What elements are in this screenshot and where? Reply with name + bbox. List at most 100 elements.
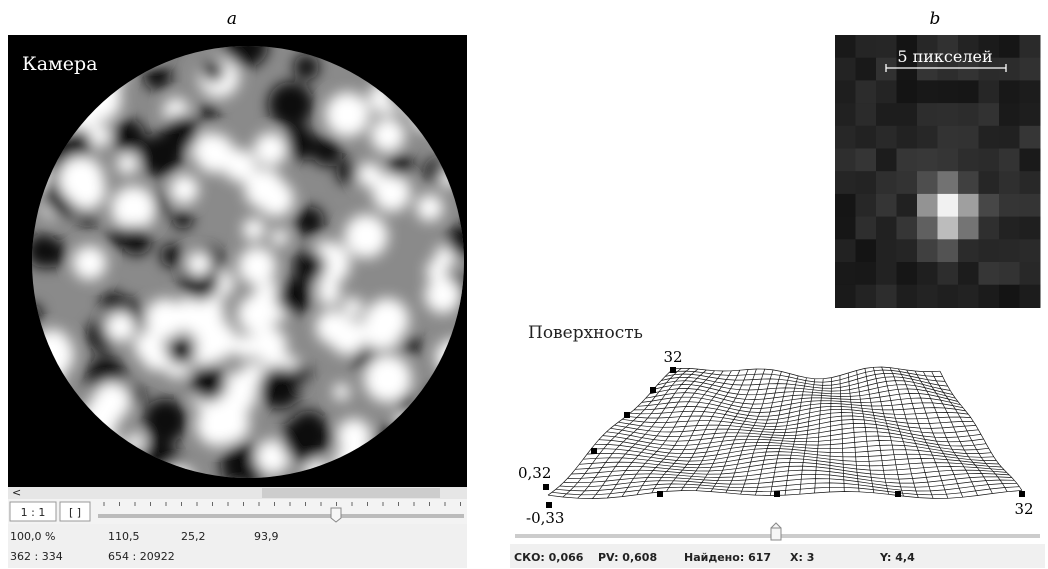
psf-pixel [897, 149, 918, 172]
speckle-blob [333, 384, 349, 400]
psf-pixel [958, 149, 979, 172]
psf-pixel [938, 194, 959, 217]
psf-pixel [979, 194, 1000, 217]
psf-pixel [999, 194, 1020, 217]
psf-pixel [917, 194, 938, 217]
speckle-blob [292, 364, 311, 383]
speckle-blob [402, 335, 422, 355]
psf-pixel [917, 171, 938, 194]
speckle-blob [200, 102, 218, 120]
psf-pixel [835, 171, 856, 194]
fit-button-label[interactable]: [ ] [69, 506, 81, 519]
psf-pixel [1020, 217, 1041, 240]
slider-thumb[interactable] [771, 523, 781, 540]
psf-pixel [958, 126, 979, 149]
speckle-blob [170, 175, 199, 204]
psf-pixel [897, 217, 918, 240]
psf-pixel [856, 239, 877, 262]
psf-pixel [917, 285, 938, 308]
axis-label: -0,33 [526, 509, 564, 527]
mesh-line [882, 367, 919, 498]
psf-pixel [958, 80, 979, 103]
speckle-blob [366, 298, 409, 341]
psf-pixel [938, 149, 959, 172]
speckle-blob [80, 210, 97, 227]
psf-pixel [938, 171, 959, 194]
psf-pixel [938, 262, 959, 285]
psf-pixel [999, 80, 1020, 103]
psf-pixel [876, 285, 897, 308]
axis-marker [1019, 491, 1025, 497]
speckle-blob [238, 247, 276, 285]
psf-pixel [876, 217, 897, 240]
psf-pixel [917, 262, 938, 285]
mesh-line [711, 369, 765, 492]
psf-pixel [958, 217, 979, 240]
speckle-blob [281, 416, 327, 462]
status-panel [8, 524, 467, 568]
speckle-blob [145, 299, 185, 339]
psf-pixel [1020, 103, 1041, 126]
speckle-blob [111, 186, 156, 231]
speckle-blob [254, 133, 287, 166]
psf-pixel [897, 285, 918, 308]
psf-pixel [835, 58, 856, 81]
psf-pixel [856, 103, 877, 126]
axis-marker [650, 387, 656, 393]
psf-pixel [856, 35, 877, 58]
psf-pixel [1020, 194, 1041, 217]
psf-pixel [999, 285, 1020, 308]
psf-pixel [938, 103, 959, 126]
psf-pixel [979, 285, 1000, 308]
psf-pixel [958, 285, 979, 308]
speckle-blob [67, 170, 106, 209]
axis-marker [670, 367, 676, 373]
speckle-blob [139, 133, 183, 177]
speckle-blob [371, 118, 405, 152]
psf-pixel [999, 262, 1020, 285]
speckle-blob [294, 206, 325, 237]
zoom-button-label[interactable]: 1 : 1 [21, 506, 46, 519]
speckle-blob [416, 194, 443, 221]
mesh-line [923, 372, 992, 494]
axis-label: 32 [663, 348, 682, 366]
psf-pixel [835, 80, 856, 103]
psf-pixel [979, 217, 1000, 240]
psf-pixel [835, 262, 856, 285]
psf-pixel [876, 80, 897, 103]
axis-label: 0,32 [518, 464, 551, 482]
psf-pixel [979, 103, 1000, 126]
psf-pixel [856, 262, 877, 285]
psf-pixel [1020, 285, 1041, 308]
panel-label: b [930, 9, 941, 29]
psf-pixel [917, 126, 938, 149]
psf-pixel [979, 171, 1000, 194]
psf-pixel [999, 171, 1020, 194]
psf-pixel [856, 58, 877, 81]
psf-pixel [897, 126, 918, 149]
status-value: 110,5 [108, 530, 140, 543]
surface-mesh [548, 367, 1022, 499]
psf-pixel [1020, 262, 1041, 285]
psf-pixel [979, 239, 1000, 262]
psf-pixel [999, 239, 1020, 262]
speckle-blob [234, 335, 258, 359]
scroll-arrow[interactable]: < [12, 486, 21, 499]
speckle-blob [258, 181, 294, 217]
scale-label: 5 пикселей [897, 47, 992, 66]
psf-pixel [958, 103, 979, 126]
psf-pixel [1020, 126, 1041, 149]
speckle-blob [122, 226, 152, 256]
psf-pixel [835, 217, 856, 240]
psf-pixel [897, 171, 918, 194]
psf-pixel [835, 285, 856, 308]
speckle-blob [276, 278, 312, 314]
camera-title: Камера [22, 53, 98, 75]
psf-pixel [958, 239, 979, 262]
psf-pixel [856, 126, 877, 149]
scroll-thumb[interactable] [262, 488, 440, 498]
axis-marker [895, 491, 901, 497]
psf-pixel [856, 80, 877, 103]
psf-pixel [917, 149, 938, 172]
speckle-blob [167, 336, 196, 365]
